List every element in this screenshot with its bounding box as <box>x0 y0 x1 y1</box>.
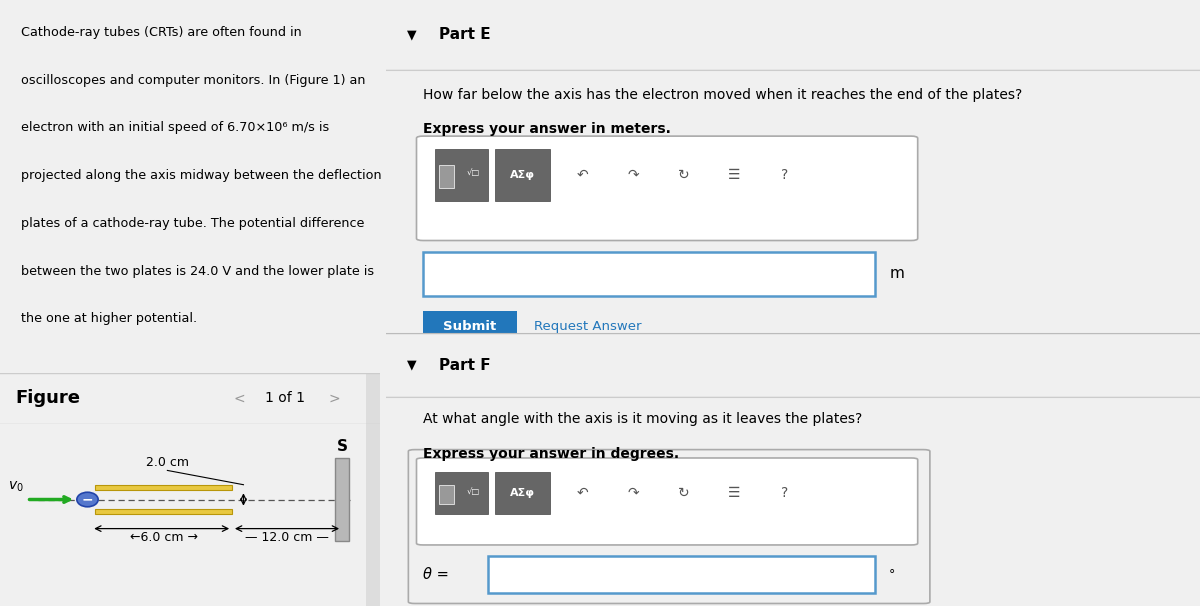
Text: projected along the axis midway between the deflection: projected along the axis midway between … <box>20 169 382 182</box>
Text: ↷: ↷ <box>628 168 638 182</box>
Text: plates of a cathode-ray tube. The potential difference: plates of a cathode-ray tube. The potent… <box>20 217 365 230</box>
Text: θ =: θ = <box>424 567 449 582</box>
Text: ↶: ↶ <box>577 168 588 182</box>
Text: √□: √□ <box>467 487 480 496</box>
Text: $v_0$: $v_0$ <box>8 479 24 494</box>
FancyBboxPatch shape <box>416 136 918 241</box>
Bar <box>366 424 380 606</box>
Text: S: S <box>336 439 348 454</box>
Text: °: ° <box>889 568 895 581</box>
Bar <box>95 485 232 490</box>
Text: ↻: ↻ <box>678 486 689 500</box>
Text: √□: √□ <box>467 168 480 177</box>
Circle shape <box>77 492 98 507</box>
Bar <box>335 458 349 541</box>
Text: >: > <box>329 391 341 405</box>
Bar <box>424 251 875 296</box>
Text: Figure: Figure <box>16 390 80 407</box>
Bar <box>439 165 454 188</box>
Text: the one at higher potential.: the one at higher potential. <box>20 312 197 325</box>
Text: between the two plates is 24.0 V and the lower plate is: between the two plates is 24.0 V and the… <box>20 265 374 278</box>
Text: ↶: ↶ <box>577 486 588 500</box>
Text: ☰: ☰ <box>727 486 740 500</box>
Text: Submit: Submit <box>443 320 497 333</box>
Text: electron with an initial speed of 6.70×10⁶ m/s is: electron with an initial speed of 6.70×1… <box>20 121 329 135</box>
Bar <box>494 149 550 201</box>
Text: ▼: ▼ <box>407 359 416 371</box>
Text: ←6.0 cm →: ←6.0 cm → <box>130 531 198 544</box>
Bar <box>494 472 550 514</box>
Text: 2.0 cm: 2.0 cm <box>146 456 188 469</box>
Text: ?: ? <box>781 168 788 182</box>
Text: 1 of 1: 1 of 1 <box>265 391 305 405</box>
Text: Cathode-ray tubes (CRTs) are often found in: Cathode-ray tubes (CRTs) are often found… <box>20 26 301 39</box>
Bar <box>436 149 488 201</box>
Bar <box>488 556 875 593</box>
Bar <box>436 472 488 514</box>
Text: ?: ? <box>781 486 788 500</box>
Text: oscilloscopes and computer monitors. In (Figure 1) an: oscilloscopes and computer monitors. In … <box>20 74 366 87</box>
Text: — 12.0 cm —: — 12.0 cm — <box>245 531 329 544</box>
Text: ↷: ↷ <box>628 486 638 500</box>
Text: m: m <box>889 267 904 282</box>
Text: Request Answer: Request Answer <box>534 320 642 333</box>
Text: ↻: ↻ <box>678 168 689 182</box>
Text: At what angle with the axis is it moving as it leaves the plates?: At what angle with the axis is it moving… <box>424 411 863 425</box>
Bar <box>424 311 516 342</box>
Bar <box>366 373 380 424</box>
Text: Express your answer in degrees.: Express your answer in degrees. <box>424 447 679 461</box>
Text: ▼: ▼ <box>407 28 416 41</box>
Text: AΣφ: AΣφ <box>510 170 535 180</box>
Text: −: − <box>82 493 94 507</box>
Text: Part F: Part F <box>439 358 491 373</box>
Text: AΣφ: AΣφ <box>510 488 535 498</box>
Bar <box>439 485 454 504</box>
Text: <: < <box>234 391 246 405</box>
Bar <box>95 508 232 514</box>
Text: Part E: Part E <box>439 27 491 42</box>
FancyBboxPatch shape <box>416 458 918 545</box>
Text: Express your answer in meters.: Express your answer in meters. <box>424 122 671 136</box>
Text: ☰: ☰ <box>727 168 740 182</box>
Text: How far below the axis has the electron moved when it reaches the end of the pla: How far below the axis has the electron … <box>424 88 1022 102</box>
